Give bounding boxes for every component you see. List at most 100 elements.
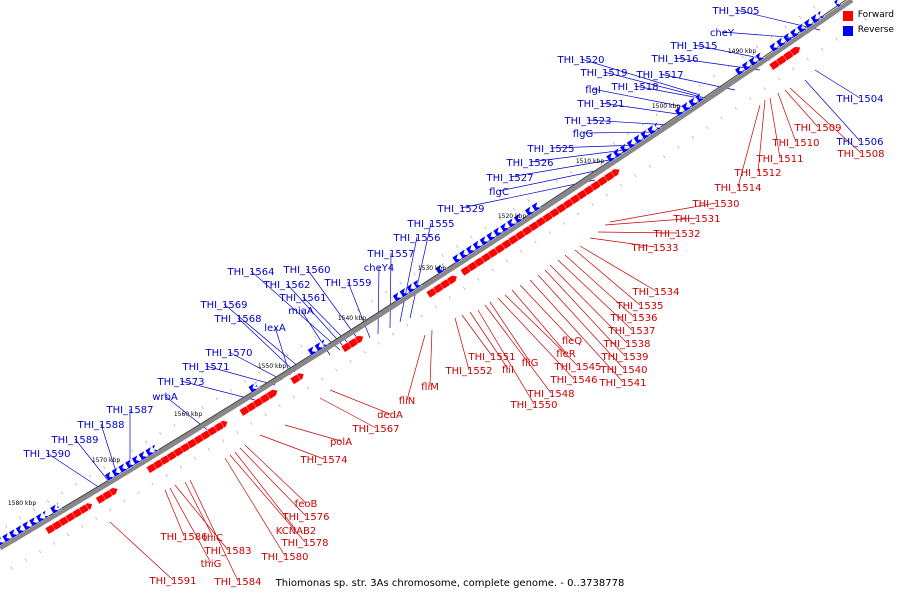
minor-tick xyxy=(712,74,716,78)
minor-tick xyxy=(835,37,838,41)
minor-tick xyxy=(577,212,580,216)
gene-label: THI_1523 xyxy=(563,116,611,127)
gene-feature xyxy=(492,226,504,237)
gene-feature xyxy=(354,335,364,344)
gene-label: THI_1516 xyxy=(650,54,698,65)
minor-tick xyxy=(655,113,658,117)
label-lines xyxy=(46,9,862,582)
label-leader xyxy=(286,283,346,349)
gene-label: THI_1525 xyxy=(526,144,574,155)
minor-tick xyxy=(264,413,267,416)
minor-tick xyxy=(813,5,816,9)
gene-label: THI_1560 xyxy=(282,265,330,276)
label-leader xyxy=(259,434,325,460)
minor-tick xyxy=(215,397,218,401)
gene-label: THI_1512 xyxy=(733,168,781,179)
minor-tick xyxy=(292,395,295,399)
minor-tick xyxy=(67,533,70,537)
label-leader xyxy=(769,97,781,159)
gene-label: flgG xyxy=(573,129,593,140)
minor-tick xyxy=(103,466,106,470)
label-leader xyxy=(347,281,371,339)
minor-tick xyxy=(741,55,744,58)
minor-tick xyxy=(377,341,380,345)
gene-label: THI_1546 xyxy=(549,375,597,386)
gene-label: THI_1518 xyxy=(610,82,658,93)
gene-label: feoB xyxy=(295,499,318,510)
gene-label: THI_1550 xyxy=(509,400,557,411)
minor-tick xyxy=(159,432,162,435)
minor-tick xyxy=(236,430,239,434)
minor-tick xyxy=(448,296,452,300)
minor-tick xyxy=(569,170,573,174)
gene-label: THI_1529 xyxy=(436,204,484,215)
gene-feature xyxy=(392,291,403,302)
label-leader xyxy=(603,71,706,99)
gene-label: THI_1584 xyxy=(213,577,261,588)
minor-tick xyxy=(512,207,516,211)
label-leader xyxy=(244,444,307,504)
minor-tick xyxy=(749,97,752,100)
tick-label: 1550 kbp xyxy=(258,363,286,370)
label-leader xyxy=(429,329,433,387)
gene-label: THI_1537 xyxy=(607,326,655,337)
minor-tick xyxy=(399,281,402,285)
gene-label: THI_1587 xyxy=(105,405,153,416)
minor-tick xyxy=(151,482,154,486)
gene-feature xyxy=(131,454,142,465)
minor-tick xyxy=(137,491,140,494)
minor-tick xyxy=(286,353,289,357)
minor-tick xyxy=(250,421,253,425)
label-leader xyxy=(377,266,380,335)
gene-label: THI_1504 xyxy=(835,94,883,105)
gene-feature xyxy=(524,205,536,217)
label-leader xyxy=(329,389,391,415)
minor-tick xyxy=(201,406,204,409)
minor-tick xyxy=(306,386,310,390)
gene-label: thiG xyxy=(201,559,222,570)
minor-tick xyxy=(335,368,338,372)
gene-label: THI_1514 xyxy=(713,183,761,194)
minor-tick xyxy=(38,550,42,554)
gene-feature xyxy=(605,151,617,163)
minor-tick xyxy=(193,456,196,460)
gene-label: wrbA xyxy=(152,392,178,403)
gene-feature xyxy=(619,142,631,154)
gene-label: THI_1574 xyxy=(299,455,347,466)
minor-tick xyxy=(272,362,275,366)
gene-feature xyxy=(56,502,63,511)
gene-label: THI_1556 xyxy=(392,233,440,244)
minor-tick xyxy=(165,473,168,477)
gene-features xyxy=(0,0,843,546)
label-leader xyxy=(737,104,761,188)
label-leader xyxy=(589,237,656,248)
gene-label: THI_1517 xyxy=(635,70,683,81)
gene-label: THI_1539 xyxy=(600,352,648,363)
gene-label: THI_1532 xyxy=(652,229,700,240)
gene-feature xyxy=(124,458,136,469)
gene-label: THI_1527 xyxy=(485,173,533,184)
minor-tick xyxy=(663,155,666,159)
gene-feature xyxy=(789,27,801,39)
minor-tick xyxy=(406,323,409,327)
minor-tick xyxy=(187,414,190,418)
gene-label: THI_1586 xyxy=(159,532,207,543)
label-leader xyxy=(477,309,535,405)
minor-tick xyxy=(491,268,494,272)
label-leader xyxy=(529,149,626,163)
label-leader xyxy=(592,88,691,109)
gene-feature xyxy=(499,222,511,233)
label-leader xyxy=(469,311,509,370)
gene-label: THI_1534 xyxy=(631,287,679,298)
label-leader xyxy=(557,259,633,331)
minor-tick xyxy=(706,126,709,130)
legend-reverse-label: Reverse xyxy=(857,25,894,35)
tick-label: 1510 kbp xyxy=(576,158,604,165)
gene-feature xyxy=(104,470,115,482)
gene-label: cheY4 xyxy=(364,263,394,274)
gene-feature xyxy=(640,129,651,140)
label-leader xyxy=(579,245,657,292)
label-leader xyxy=(169,487,212,564)
gene-feature xyxy=(513,213,525,224)
